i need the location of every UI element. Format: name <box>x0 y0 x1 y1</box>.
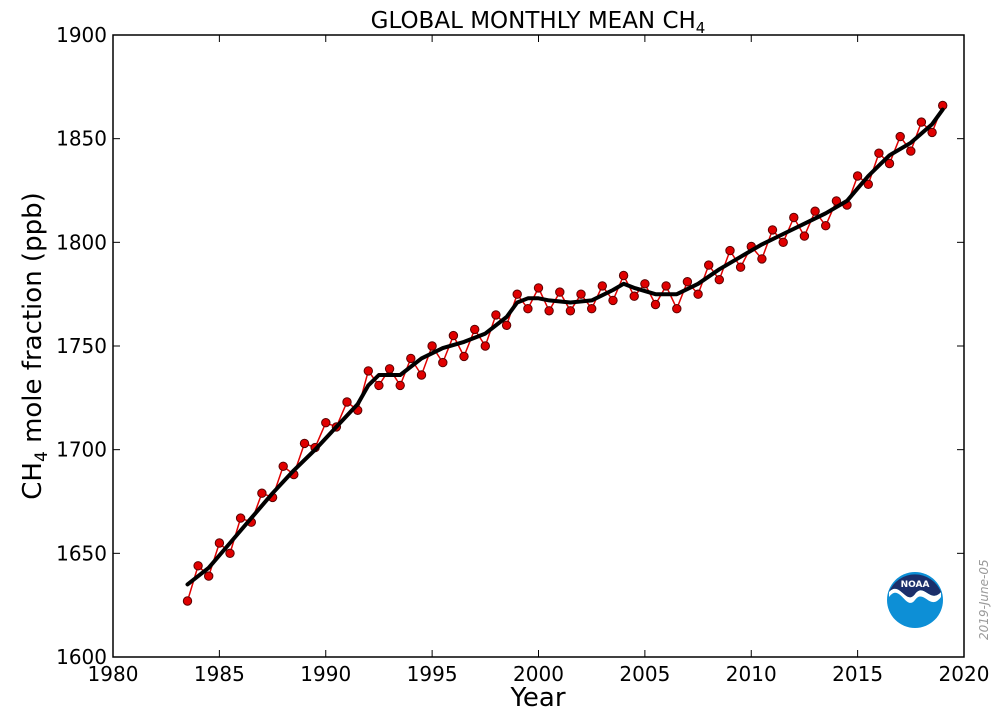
monthly-mean-point <box>778 237 788 248</box>
monthly-mean-point <box>757 254 767 264</box>
monthly-mean-point <box>278 461 288 471</box>
x-tick-label: 1980 <box>88 662 139 686</box>
monthly-mean-point <box>257 488 267 498</box>
monthly-mean-point <box>725 245 735 256</box>
monthly-mean-point <box>735 262 746 272</box>
monthly-mean-point <box>235 513 246 523</box>
noaa-logo-top <box>889 574 941 598</box>
noaa-bird-icon <box>889 588 941 603</box>
monthly-mean-point <box>533 283 544 293</box>
monthly-mean-point <box>587 304 597 314</box>
monthly-mean-point <box>204 571 214 581</box>
monthly-mean-point <box>395 380 405 391</box>
monthly-mean-point <box>906 146 916 156</box>
monthly-mean-point <box>927 127 937 138</box>
x-tick-label: 1995 <box>407 662 458 686</box>
chart-title: GLOBAL MONTHLY MEAN CH4 <box>371 8 706 37</box>
x-tick-label: 2015 <box>832 662 883 686</box>
monthly-mean-point <box>193 561 203 571</box>
x-tick-label: 1990 <box>300 662 351 686</box>
x-tick-label: 2020 <box>939 662 990 686</box>
x-tick-label: 2010 <box>726 662 777 686</box>
monthly-mean-point <box>863 179 873 190</box>
monthly-mean-point <box>459 351 469 362</box>
monthly-mean-point <box>406 353 416 364</box>
trend-line <box>185 107 945 587</box>
monthly-mean-point <box>895 131 905 142</box>
monthly-mean-point <box>640 279 650 289</box>
monthly-mean-point <box>661 281 671 291</box>
data-series <box>182 100 948 606</box>
monthly-mean-point <box>629 291 639 301</box>
monthly-mean-point <box>544 306 554 316</box>
monthly-mean-point <box>576 289 586 299</box>
x-tick-label: 2005 <box>619 662 670 686</box>
monthly-mean-point <box>555 287 565 297</box>
y-axis-title: CH4 mole fraction (ppb) <box>18 192 52 499</box>
monthly-mean-point <box>427 341 437 351</box>
x-axis-title: Year <box>509 683 565 712</box>
monthly-mean-point <box>523 304 533 314</box>
monthly-mean-point <box>491 310 501 320</box>
monthly-mean-point <box>789 212 799 223</box>
noaa-logo: NOAA <box>887 572 943 628</box>
monthly-mean-point <box>884 158 895 169</box>
monthly-mean-point <box>342 397 352 407</box>
monthly-mean-point <box>704 260 714 270</box>
x-tick-label: 2000 <box>513 662 564 686</box>
monthly-mean-point <box>501 320 512 330</box>
y-tick-label: 1850 <box>56 127 107 151</box>
monthly-mean-point <box>363 366 373 376</box>
monthly-mean-point <box>480 341 490 351</box>
monthly-mean-point <box>448 330 459 341</box>
monthly-mean-point <box>470 324 480 335</box>
y-tick-label: 1750 <box>56 334 107 358</box>
chart-title-subscript: 4 <box>696 19 706 37</box>
monthly-mean-point <box>852 171 863 181</box>
monthly-mean-point <box>874 148 884 158</box>
monthly-mean-point <box>767 225 778 235</box>
monthly-mean-point <box>618 270 629 281</box>
monthly-mean-point <box>438 357 448 368</box>
monthly-mean-point <box>608 295 618 306</box>
y-tick-label: 1900 <box>56 23 107 47</box>
date-stamp: 2019-June-05 <box>977 559 991 640</box>
monthly-mean-point <box>384 364 395 374</box>
monthly-mean-point <box>225 548 235 558</box>
monthly-mean-point <box>321 418 331 428</box>
monthly-mean-point <box>182 596 193 606</box>
monthly-mean-point <box>650 299 661 310</box>
monthly-mean-point <box>821 221 831 231</box>
plot-frame <box>112 34 965 658</box>
monthly-mean-point <box>672 304 682 314</box>
axis-ticks: 1980 1985 1990 1995 2000 2005 2010 2015 2020 1600… <box>56 23 989 686</box>
monthly-mean-point <box>374 380 384 391</box>
y-tick-label: 1600 <box>56 645 107 669</box>
y-tick-label: 1700 <box>56 438 107 462</box>
monthly-mean-point <box>799 231 810 241</box>
noaa-logo-text: NOAA <box>901 580 930 590</box>
monthly-mean-point <box>810 206 820 216</box>
y-tick-label: 1650 <box>56 541 107 565</box>
x-tick-label: 1985 <box>194 662 245 686</box>
monthly-mean-point <box>597 281 607 291</box>
monthly-mean-point <box>682 277 693 287</box>
monthly-mean-point <box>299 438 310 449</box>
monthly-mean-point <box>214 538 225 548</box>
y-axis-title-subscript: 4 <box>32 451 52 462</box>
y-tick-label: 1800 <box>56 230 107 254</box>
monthly-mean-point <box>512 289 522 299</box>
monthly-mean-point <box>714 275 724 285</box>
monthly-mean-point <box>693 289 703 299</box>
monthly-mean-point <box>916 117 927 127</box>
monthly-mean-point <box>416 370 427 380</box>
monthly-mean-point <box>565 306 576 316</box>
